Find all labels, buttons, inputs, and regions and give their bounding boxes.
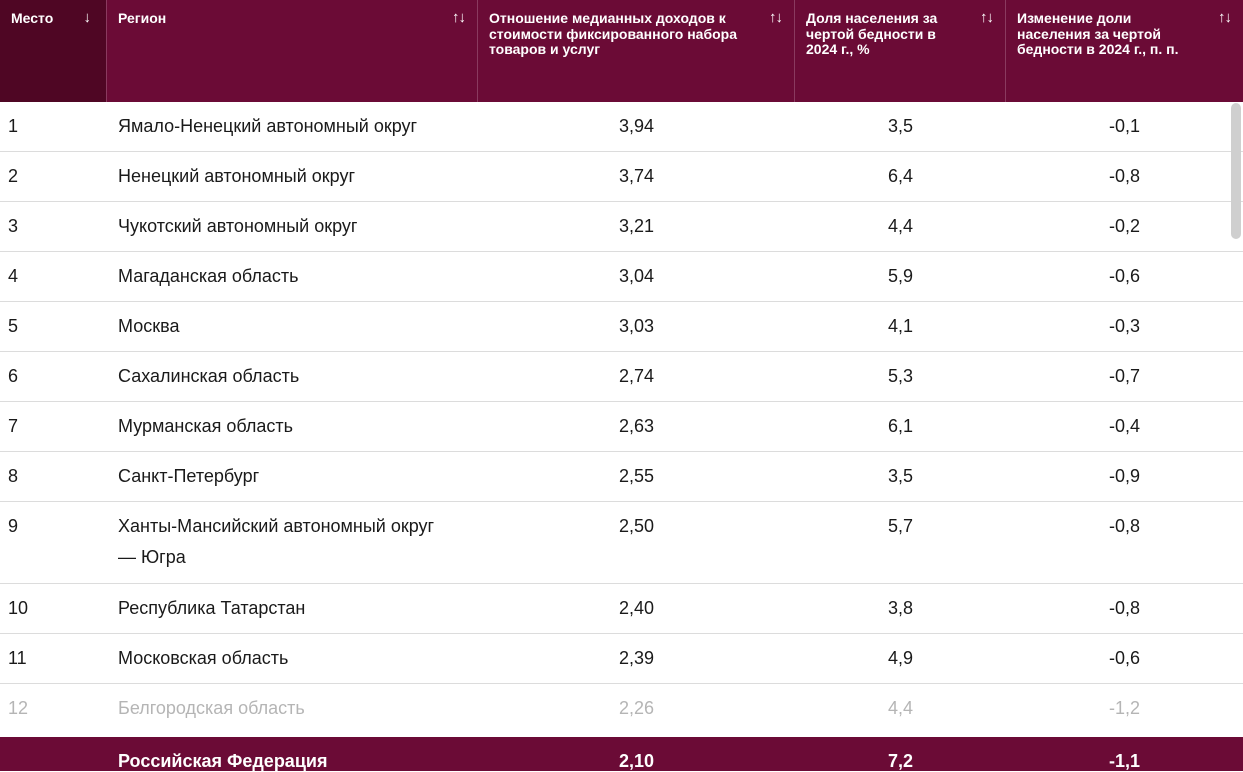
- region-cell: Чукотский автономный округ: [118, 216, 358, 236]
- rank-cell: 4: [8, 266, 19, 286]
- table-row: 4 Магаданская область 3,04 5,9 -0,6: [0, 252, 1243, 302]
- income-ratio-cell: 3,94: [618, 116, 655, 136]
- poverty-share-cell: 5,3: [887, 366, 914, 386]
- sort-desc-icon[interactable]: ↓: [83, 9, 91, 26]
- poverty-change-cell: -0,6: [1108, 266, 1141, 286]
- income-ratio-cell: 2,40: [618, 598, 655, 618]
- table-row: 1 Ямало-Ненецкий автономный округ 3,94 3…: [0, 102, 1243, 152]
- region-cell: Республика Татарстан: [118, 598, 306, 618]
- column-label: Регион: [118, 10, 167, 26]
- poverty-share-cell: 4,9: [887, 648, 914, 668]
- sort-icon[interactable]: ↑↓: [1218, 9, 1232, 26]
- income-ratio-cell: 2,39: [618, 648, 655, 668]
- column-label: Доля населения за чертой бедности в 2024…: [806, 10, 938, 57]
- rank-cell: 8: [8, 466, 19, 486]
- table-row: 10 Республика Татарстан 2,40 3,8 -0,8: [0, 584, 1243, 634]
- income-ratio-cell: 3,04: [618, 266, 655, 286]
- table-row: 3 Чукотский автономный округ 3,21 4,4 -0…: [0, 202, 1243, 252]
- region-cell: Сахалинская область: [118, 366, 300, 386]
- poverty-change-cell: -1,2: [1108, 698, 1141, 718]
- poverty-change-cell: -0,9: [1108, 466, 1141, 486]
- region-cell: Ямало-Ненецкий автономный округ: [118, 116, 418, 136]
- poverty-change-cell: -0,4: [1108, 416, 1141, 436]
- sort-icon[interactable]: ↑↓: [769, 9, 783, 26]
- poverty-change-cell: -0,7: [1108, 366, 1141, 386]
- income-ratio-cell: 2,63: [618, 416, 655, 436]
- poverty-change-cell: -0,1: [1108, 116, 1141, 136]
- income-ratio-cell: 3,74: [618, 166, 655, 186]
- income-ratio-cell: 2,74: [618, 366, 655, 386]
- poverty-change-cell: -0,8: [1108, 598, 1141, 618]
- region-cell: Магаданская область: [118, 266, 299, 286]
- poverty-share-cell: 3,5: [887, 116, 914, 136]
- vertical-scrollbar[interactable]: [1231, 103, 1241, 239]
- table-row: 8 Санкт-Петербург 2,55 3,5 -0,9: [0, 452, 1243, 502]
- rank-cell: 6: [8, 366, 19, 386]
- region-cell: Московская область: [118, 648, 289, 668]
- poverty-share-cell: 5,9: [887, 266, 914, 286]
- column-label: Отношение медианных доходов к стоимости …: [489, 10, 738, 57]
- column-label: Изменение доли населения за чертой бедно…: [1017, 10, 1179, 57]
- table-row: 12 Белгородская область 2,26 4,4 -1,2: [0, 684, 1243, 734]
- table-header: Место ↓ Регион ↑↓ Отношение медианных до…: [0, 0, 1243, 102]
- table-row: 7 Мурманская область 2,63 6,1 -0,4: [0, 402, 1243, 452]
- region-cell: Белгородская область: [118, 698, 305, 718]
- column-header-income-ratio[interactable]: Отношение медианных доходов к стоимости …: [478, 0, 795, 102]
- poverty-share-cell: 4,1: [887, 316, 914, 336]
- rank-cell: 11: [8, 648, 27, 668]
- table-row: 6 Сахалинская область 2,74 5,3 -0,7: [0, 352, 1243, 402]
- region-cell: Мурманская область: [118, 416, 294, 436]
- sort-icon[interactable]: ↑↓: [980, 9, 994, 26]
- income-ratio-cell: 2,50: [618, 516, 655, 536]
- region-cell: Москва: [118, 316, 180, 336]
- summary-region: Российская Федерация: [118, 751, 328, 771]
- summary-row: Российская Федерация 2,10 7,2 -1,1: [0, 737, 1243, 771]
- table-row: 11 Московская область 2,39 4,9 -0,6: [0, 634, 1243, 684]
- column-header-rank[interactable]: Место ↓: [0, 0, 107, 102]
- table-row: 2 Ненецкий автономный округ 3,74 6,4 -0,…: [0, 152, 1243, 202]
- column-header-poverty-change[interactable]: Изменение доли населения за чертой бедно…: [1006, 0, 1243, 102]
- poverty-change-cell: -0,6: [1108, 648, 1141, 668]
- income-ratio-cell: 3,21: [618, 216, 655, 236]
- poverty-change-cell: -0,8: [1108, 166, 1141, 186]
- rank-cell: 2: [8, 166, 19, 186]
- income-ratio-cell: 2,55: [618, 466, 655, 486]
- sort-icon[interactable]: ↑↓: [452, 9, 466, 26]
- poverty-share-cell: 6,1: [887, 416, 914, 436]
- poverty-share-cell: 5,7: [887, 516, 914, 536]
- rank-cell: 1: [8, 116, 19, 136]
- poverty-change-cell: -0,8: [1108, 516, 1141, 536]
- table-row: 9 Ханты-Мансийский автономный округ — Юг…: [0, 502, 1243, 584]
- region-cell: Ненецкий автономный округ: [118, 166, 356, 186]
- poverty-share-cell: 4,4: [887, 216, 914, 236]
- poverty-change-cell: -0,2: [1108, 216, 1141, 236]
- poverty-change-cell: -0,3: [1108, 316, 1141, 336]
- poverty-share-cell: 6,4: [887, 166, 914, 186]
- income-ratio-cell: 2,26: [618, 698, 655, 718]
- rank-cell: 10: [8, 598, 29, 618]
- region-cell: Ханты-Мансийский автономный округ — Югра: [118, 516, 435, 567]
- summary-poverty-share: 7,2: [887, 751, 914, 771]
- summary-income-ratio: 2,10: [618, 751, 655, 771]
- table-row: 5 Москва 3,03 4,1 -0,3: [0, 302, 1243, 352]
- table-body: 1 Ямало-Ненецкий автономный округ 3,94 3…: [0, 102, 1243, 734]
- poverty-share-cell: 3,5: [887, 466, 914, 486]
- column-header-poverty-share[interactable]: Доля населения за чертой бедности в 2024…: [795, 0, 1006, 102]
- rank-cell: 5: [8, 316, 19, 336]
- column-label: Место: [11, 10, 54, 26]
- rank-cell: 12: [8, 698, 29, 718]
- summary-poverty-change: -1,1: [1108, 751, 1141, 771]
- column-header-region[interactable]: Регион ↑↓: [107, 0, 478, 102]
- region-cell: Санкт-Петербург: [118, 466, 260, 486]
- rank-cell: 3: [8, 216, 19, 236]
- poverty-share-cell: 4,4: [887, 698, 914, 718]
- poverty-share-cell: 3,8: [887, 598, 914, 618]
- rank-cell: 7: [8, 416, 19, 436]
- income-ratio-cell: 3,03: [618, 316, 655, 336]
- rank-cell: 9: [8, 516, 19, 536]
